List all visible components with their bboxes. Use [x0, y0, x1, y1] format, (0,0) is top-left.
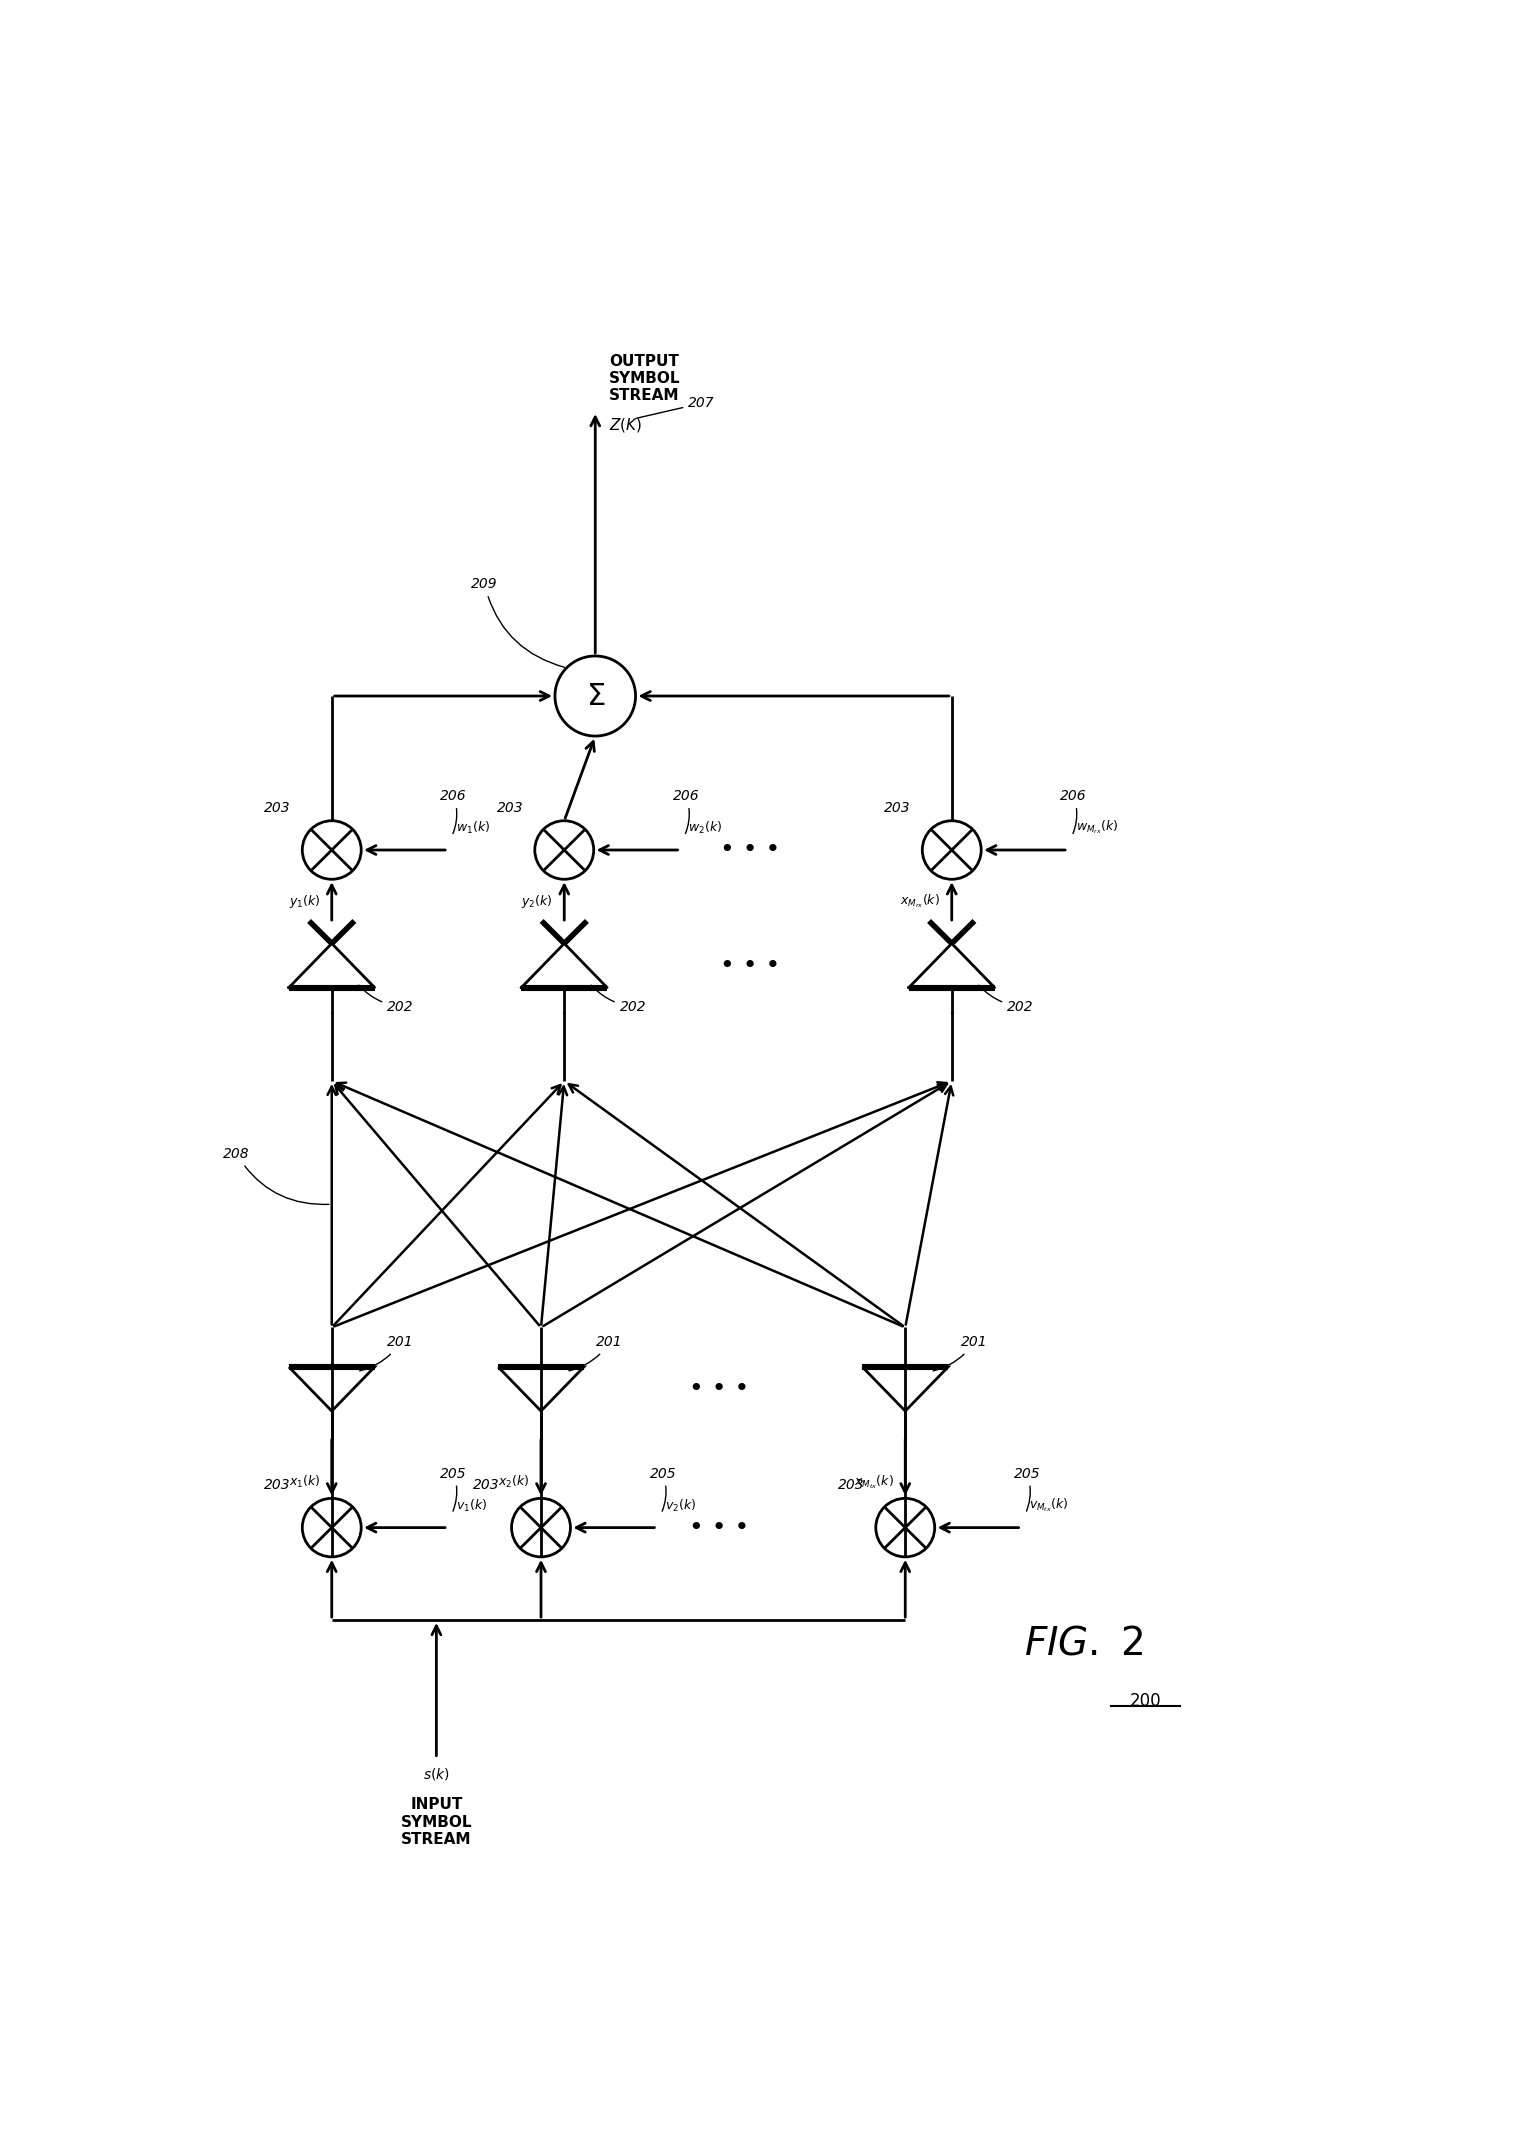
Text: $Z(K)$: $Z(K)$	[609, 417, 643, 434]
Text: 203: 203	[474, 1479, 500, 1491]
Text: • • •: • • •	[720, 954, 780, 978]
Text: INPUT
SYMBOL
STREAM: INPUT SYMBOL STREAM	[400, 1797, 472, 1846]
Text: $x_1(k)$: $x_1(k)$	[289, 1474, 320, 1489]
Text: • • •: • • •	[720, 838, 780, 862]
Text: 207: 207	[637, 395, 715, 419]
Text: 206: 206	[440, 789, 468, 834]
Text: 202: 202	[358, 984, 414, 1014]
Text: $s(k)$: $s(k)$	[423, 1766, 449, 1782]
Text: $w_{M_{rx}}(k)$: $w_{M_{rx}}(k)$	[1075, 819, 1118, 836]
Text: 201: 201	[569, 1335, 623, 1371]
Text: 208: 208	[223, 1148, 329, 1203]
Text: 206: 206	[1060, 789, 1087, 834]
Text: • • •: • • •	[689, 1515, 749, 1539]
Text: 203: 203	[838, 1479, 864, 1491]
Text: 206: 206	[672, 789, 700, 834]
Text: 203: 203	[884, 802, 910, 814]
Text: $v_2(k)$: $v_2(k)$	[664, 1498, 697, 1513]
Text: 200: 200	[1130, 1691, 1161, 1711]
Text: 203: 203	[265, 802, 291, 814]
Text: 202: 202	[591, 984, 646, 1014]
Text: $x_{M_{tx}}(k)$: $x_{M_{tx}}(k)$	[854, 1474, 894, 1491]
Text: $x_{M_{rx}}(k)$: $x_{M_{rx}}(k)$	[900, 892, 940, 909]
Text: 203: 203	[265, 1479, 291, 1491]
Text: $v_1(k)$: $v_1(k)$	[455, 1498, 488, 1513]
Text: 203: 203	[497, 802, 523, 814]
Text: OUTPUT
SYMBOL
STREAM: OUTPUT SYMBOL STREAM	[609, 355, 681, 404]
Text: 205: 205	[649, 1466, 677, 1511]
Text: 201: 201	[360, 1335, 414, 1371]
Text: $y_1(k)$: $y_1(k)$	[289, 892, 320, 909]
Text: $\Sigma$: $\Sigma$	[586, 681, 604, 711]
Text: 205: 205	[1014, 1466, 1040, 1511]
Text: 202: 202	[978, 984, 1034, 1014]
Text: 205: 205	[440, 1466, 468, 1511]
Text: $x_2(k)$: $x_2(k)$	[498, 1474, 529, 1489]
Text: $w_2(k)$: $w_2(k)$	[687, 821, 723, 836]
Text: 209: 209	[471, 578, 564, 666]
Text: $v_{M_{tx}}(k)$: $v_{M_{tx}}(k)$	[1029, 1496, 1069, 1513]
Text: $w_1(k)$: $w_1(k)$	[455, 821, 489, 836]
Text: $y_2(k)$: $y_2(k)$	[521, 892, 552, 909]
Text: 201: 201	[934, 1335, 987, 1371]
Text: $FIG.\ 2$: $FIG.\ 2$	[1024, 1625, 1143, 1661]
Text: • • •: • • •	[689, 1378, 749, 1401]
